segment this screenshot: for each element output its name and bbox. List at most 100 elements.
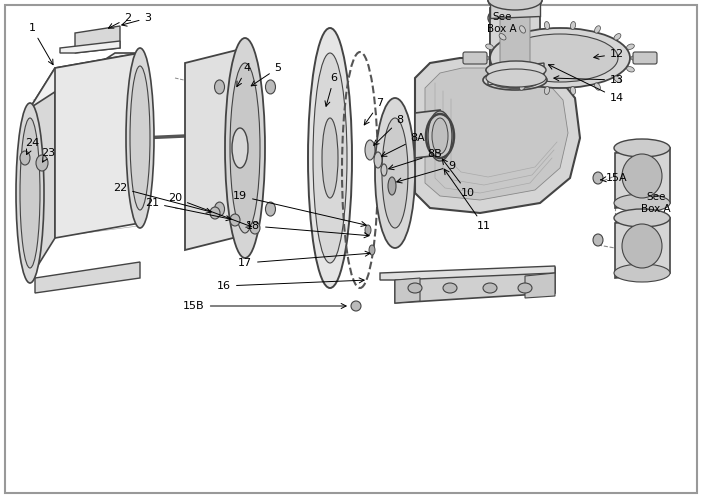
Ellipse shape (593, 234, 603, 246)
Ellipse shape (215, 202, 225, 216)
Polygon shape (380, 266, 555, 280)
Polygon shape (30, 68, 55, 278)
Polygon shape (75, 26, 120, 53)
Ellipse shape (432, 118, 448, 154)
Polygon shape (525, 273, 555, 298)
Ellipse shape (519, 83, 526, 90)
Ellipse shape (571, 21, 576, 29)
Text: 13: 13 (554, 75, 624, 85)
Ellipse shape (488, 6, 532, 30)
Polygon shape (500, 3, 530, 75)
Text: 12: 12 (594, 49, 624, 59)
Ellipse shape (265, 202, 275, 216)
Ellipse shape (627, 67, 635, 72)
Ellipse shape (622, 224, 662, 268)
Ellipse shape (545, 87, 550, 95)
Ellipse shape (486, 67, 494, 72)
Text: See
Box A: See Box A (487, 12, 517, 34)
Ellipse shape (250, 222, 260, 234)
Polygon shape (488, 63, 544, 85)
Ellipse shape (486, 61, 546, 79)
Text: 8: 8 (373, 115, 404, 145)
Ellipse shape (365, 225, 371, 235)
Ellipse shape (369, 245, 375, 255)
Ellipse shape (518, 283, 532, 293)
Ellipse shape (486, 69, 546, 87)
Text: 4: 4 (237, 63, 251, 87)
Ellipse shape (351, 301, 361, 311)
Text: 24: 24 (25, 138, 39, 154)
Ellipse shape (388, 177, 396, 195)
Text: 21: 21 (145, 198, 231, 221)
Text: 20: 20 (168, 193, 251, 227)
Text: 7: 7 (364, 98, 383, 125)
Text: 22: 22 (113, 183, 211, 213)
Ellipse shape (499, 33, 506, 40)
Polygon shape (30, 53, 140, 108)
Text: 8B: 8B (389, 149, 442, 170)
Polygon shape (415, 110, 440, 158)
Polygon shape (425, 68, 568, 200)
Polygon shape (395, 278, 420, 303)
Polygon shape (615, 218, 670, 278)
Ellipse shape (382, 118, 408, 228)
Polygon shape (490, 0, 540, 18)
Ellipse shape (408, 283, 422, 293)
Text: 17: 17 (238, 251, 370, 268)
Ellipse shape (486, 44, 494, 49)
Text: 18: 18 (246, 221, 369, 238)
Ellipse shape (488, 58, 542, 82)
Text: 10: 10 (442, 159, 475, 198)
Ellipse shape (381, 164, 387, 176)
Text: 15A: 15A (600, 173, 628, 183)
Ellipse shape (498, 0, 532, 11)
Text: 3: 3 (121, 13, 152, 26)
Ellipse shape (428, 111, 452, 161)
Ellipse shape (614, 76, 621, 82)
Ellipse shape (308, 28, 352, 288)
Text: 19: 19 (233, 191, 366, 227)
Polygon shape (35, 262, 140, 293)
Polygon shape (185, 48, 245, 250)
FancyBboxPatch shape (463, 52, 487, 64)
Ellipse shape (627, 44, 635, 49)
Ellipse shape (614, 209, 670, 227)
Ellipse shape (499, 76, 506, 82)
Ellipse shape (232, 128, 248, 168)
Ellipse shape (519, 26, 526, 33)
Ellipse shape (488, 0, 542, 10)
Ellipse shape (225, 38, 265, 258)
Ellipse shape (322, 118, 338, 198)
Text: 14: 14 (548, 65, 624, 103)
Ellipse shape (622, 154, 662, 198)
Ellipse shape (313, 53, 347, 263)
Ellipse shape (36, 155, 48, 171)
Ellipse shape (595, 26, 600, 33)
Polygon shape (615, 148, 670, 208)
Ellipse shape (614, 194, 670, 212)
FancyBboxPatch shape (633, 52, 657, 64)
Ellipse shape (374, 152, 382, 168)
Polygon shape (490, 0, 540, 78)
Ellipse shape (545, 21, 550, 29)
Polygon shape (490, 13, 530, 78)
Ellipse shape (488, 0, 542, 12)
Ellipse shape (631, 55, 639, 60)
Text: 11: 11 (444, 169, 491, 231)
Ellipse shape (571, 87, 576, 95)
Ellipse shape (210, 207, 220, 219)
Text: 6: 6 (325, 73, 338, 106)
Ellipse shape (502, 34, 618, 82)
Ellipse shape (20, 151, 30, 165)
Ellipse shape (614, 139, 670, 157)
Polygon shape (55, 53, 140, 238)
Ellipse shape (593, 172, 603, 184)
Ellipse shape (230, 63, 260, 233)
Ellipse shape (365, 140, 375, 160)
Ellipse shape (215, 80, 225, 94)
Ellipse shape (614, 264, 670, 282)
Ellipse shape (488, 61, 532, 85)
Ellipse shape (130, 66, 150, 210)
Ellipse shape (483, 70, 547, 90)
Text: 5: 5 (251, 63, 282, 86)
